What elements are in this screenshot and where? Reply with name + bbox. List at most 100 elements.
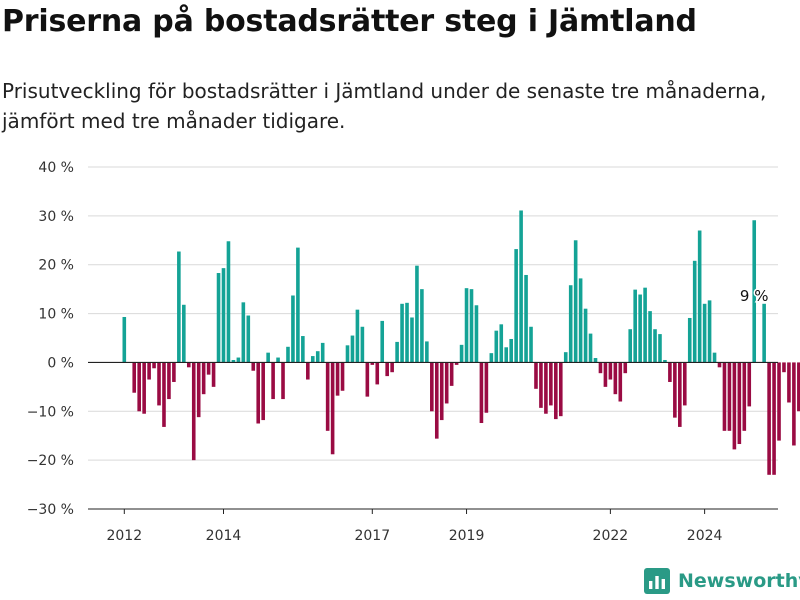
bar	[405, 302, 409, 363]
bar	[390, 362, 394, 373]
bar	[663, 359, 667, 363]
bar	[147, 362, 151, 380]
bar	[301, 336, 305, 363]
bar	[261, 362, 265, 421]
bar	[325, 362, 330, 431]
bar	[186, 362, 191, 368]
bar	[425, 341, 429, 363]
bar	[643, 287, 647, 363]
bar	[177, 251, 181, 363]
bar	[246, 315, 251, 363]
bar	[514, 249, 518, 363]
bar	[231, 359, 236, 363]
bar	[613, 362, 618, 395]
bar	[306, 362, 310, 380]
bar	[340, 362, 345, 391]
bar	[216, 273, 221, 363]
bar	[400, 303, 404, 363]
bar	[692, 260, 697, 363]
bar	[345, 345, 350, 363]
bar	[563, 352, 568, 363]
bar	[678, 362, 682, 427]
bar	[439, 362, 444, 421]
bar	[271, 362, 275, 400]
bar	[182, 304, 186, 363]
bar	[653, 329, 657, 363]
bar	[330, 362, 335, 455]
bar	[797, 362, 800, 412]
bar	[534, 362, 538, 389]
bar	[157, 362, 161, 406]
bar	[558, 362, 563, 417]
bar	[360, 326, 365, 363]
bar	[385, 362, 389, 377]
bar	[365, 362, 370, 397]
bar	[588, 333, 593, 363]
bar	[608, 362, 613, 380]
y-tick-label: 20 %	[38, 258, 74, 274]
bar	[727, 362, 732, 431]
bar	[618, 362, 623, 402]
bar	[266, 352, 270, 363]
bar	[772, 362, 776, 475]
bar	[370, 362, 375, 365]
bar	[568, 285, 573, 363]
bar	[315, 351, 320, 363]
bar	[529, 326, 533, 363]
bar	[524, 274, 528, 363]
x-tick-label: 2017	[354, 528, 390, 544]
bar	[549, 362, 553, 406]
bar	[241, 302, 246, 363]
bar	[172, 362, 176, 382]
y-tick-label: −30 %	[27, 502, 74, 518]
bar	[221, 268, 226, 363]
bar	[593, 358, 598, 363]
bar	[226, 241, 231, 363]
bar	[395, 341, 399, 363]
bar	[335, 362, 340, 396]
bar	[489, 353, 494, 363]
bar	[474, 305, 479, 363]
y-tick-label: 30 %	[38, 209, 74, 225]
chart-subtitle: Prisutveckling för bostadsrätter i Jämtl…	[2, 79, 767, 133]
bar	[732, 362, 737, 450]
bar	[122, 316, 127, 363]
bar	[767, 362, 771, 475]
y-tick-label: −10 %	[27, 404, 74, 420]
x-tick-label: 2024	[687, 528, 723, 544]
bar	[787, 362, 791, 403]
bar	[459, 344, 464, 363]
bar	[762, 303, 766, 363]
chart-title: Priserna på bostadsrätter steg i Jämtlan…	[2, 4, 697, 39]
bar	[499, 324, 504, 363]
bar	[504, 347, 509, 363]
bar	[603, 362, 608, 387]
bar	[519, 210, 523, 363]
bar	[196, 362, 201, 418]
bar	[191, 362, 196, 461]
bar	[747, 362, 752, 407]
bar	[310, 356, 315, 363]
bar	[286, 346, 290, 363]
bar	[291, 295, 295, 363]
bar	[251, 362, 256, 371]
x-tick-label: 2014	[206, 528, 242, 544]
bar	[539, 362, 543, 408]
bar	[350, 335, 355, 363]
bar	[623, 362, 628, 374]
bar	[281, 362, 285, 400]
bar	[707, 300, 712, 363]
bar	[638, 294, 642, 363]
bar	[494, 330, 499, 363]
bar	[167, 362, 171, 400]
y-tick-label: −20 %	[27, 453, 74, 469]
bar	[598, 362, 603, 374]
bar	[469, 289, 474, 363]
bar	[752, 220, 757, 363]
bar	[717, 362, 722, 368]
bar	[375, 362, 380, 385]
bar	[578, 278, 583, 363]
brand: Newsworthy	[644, 568, 800, 594]
x-tick-label: 2012	[106, 528, 142, 544]
bar	[573, 240, 578, 363]
